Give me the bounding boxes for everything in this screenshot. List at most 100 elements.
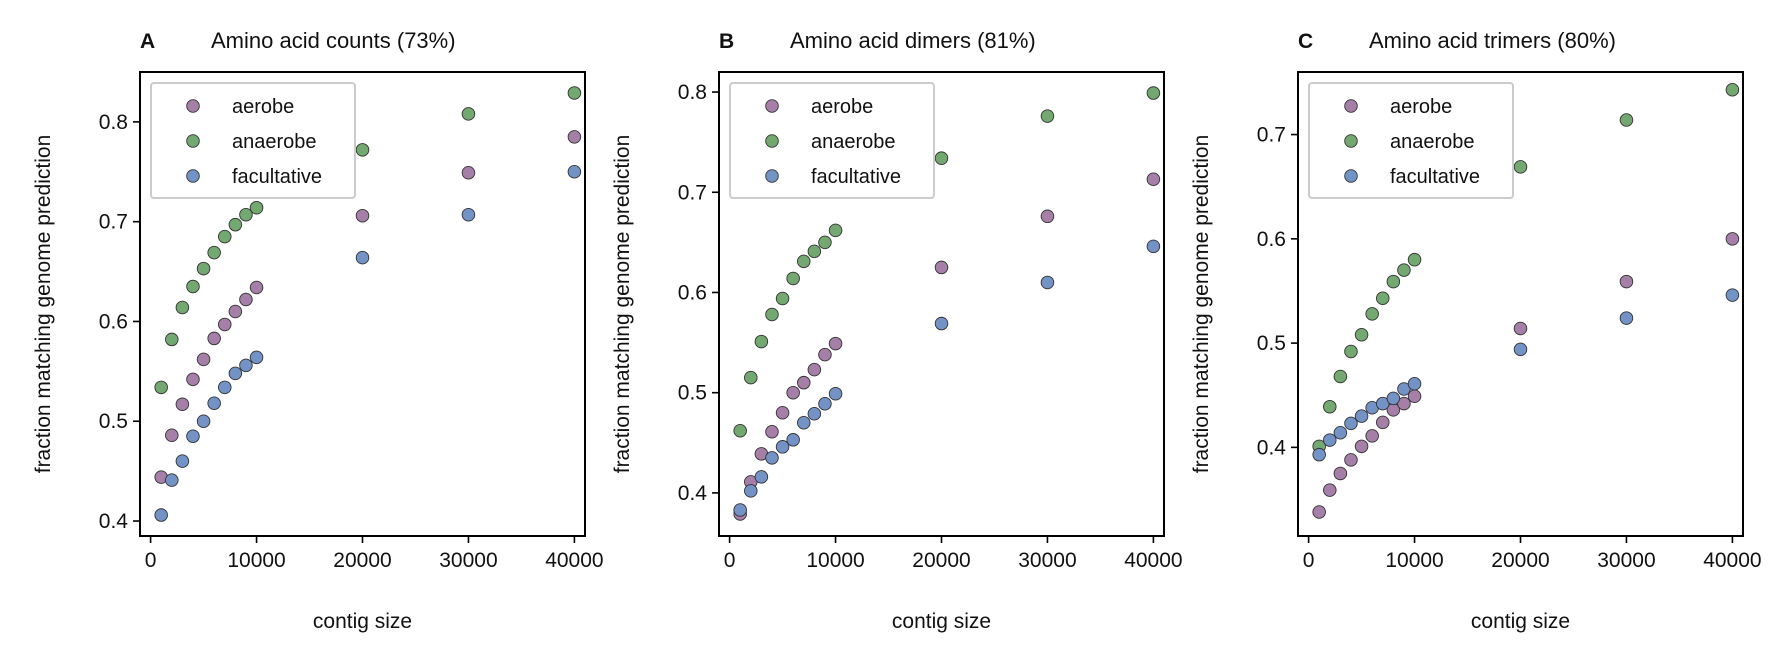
y-tick-label: 0.6 — [678, 281, 707, 304]
data-point-aerobe — [567, 130, 582, 144]
legend-box — [729, 82, 935, 199]
data-point-aerobe — [175, 397, 190, 412]
y-tick-label: 0.7 — [1257, 124, 1286, 147]
data-point-facultative — [461, 207, 476, 222]
panel-letter: C — [1298, 30, 1313, 53]
data-point-facultative — [207, 396, 221, 411]
data-point-anaerobe — [1513, 160, 1528, 174]
data-point-facultative — [744, 484, 758, 498]
legend-marker-anaerobe — [186, 134, 200, 148]
data-point-facultative — [249, 350, 264, 365]
chart-title: Amino acid counts (73%) — [211, 28, 456, 53]
data-point-aerobe — [1333, 466, 1348, 481]
data-point-anaerobe — [733, 424, 747, 438]
data-point-aerobe — [239, 292, 253, 307]
data-point-anaerobe — [1376, 291, 1390, 306]
data-point-facultative — [828, 386, 843, 401]
data-point-facultative — [775, 440, 790, 454]
legend-label-anaerobe: anaerobe — [1390, 131, 1475, 153]
data-point-anaerobe — [1619, 113, 1634, 127]
data-point-facultative — [1354, 409, 1369, 423]
legend-marker-anaerobe — [765, 134, 779, 148]
data-point-facultative — [1333, 426, 1348, 440]
data-point-aerobe — [1725, 232, 1740, 246]
x-axis-label: contig size — [892, 610, 991, 633]
data-point-aerobe — [461, 166, 476, 180]
data-point-aerobe — [1397, 396, 1411, 411]
y-tick-label: 0.5 — [678, 382, 707, 405]
data-point-aerobe — [818, 347, 832, 362]
data-point-anaerobe — [1323, 399, 1337, 414]
legend-label-facultative: facultative — [232, 166, 322, 188]
data-point-aerobe — [828, 336, 843, 351]
legend-label-aerobe: aerobe — [232, 96, 294, 118]
data-point-anaerobe — [355, 143, 370, 157]
legend: aerobe anaerobe facultative — [150, 82, 356, 199]
x-tick-label: 0 — [1303, 549, 1315, 572]
data-point-anaerobe — [175, 300, 190, 315]
data-point-anaerobe — [1386, 274, 1401, 289]
y-tick-label: 0.8 — [678, 81, 707, 104]
data-point-facultative — [355, 250, 370, 265]
data-point-facultative — [165, 473, 179, 487]
data-point-aerobe — [355, 208, 370, 223]
x-tick-label: 20000 — [1491, 549, 1549, 572]
x-tick-label: 20000 — [912, 549, 970, 572]
data-point-aerobe — [1344, 453, 1358, 467]
data-point-anaerobe — [1397, 263, 1411, 277]
data-point-anaerobe — [1725, 82, 1740, 97]
data-point-facultative — [934, 316, 949, 331]
data-point-aerobe — [1376, 415, 1390, 430]
data-point-aerobe — [1513, 321, 1528, 336]
legend-marker-facultative — [186, 169, 200, 183]
data-point-anaerobe — [154, 380, 168, 395]
x-tick-label: 30000 — [439, 549, 497, 572]
data-point-aerobe — [186, 372, 200, 387]
data-point-aerobe — [1146, 172, 1161, 186]
legend-label-facultative: facultative — [811, 166, 901, 188]
data-point-facultative — [786, 433, 800, 447]
data-point-facultative — [797, 416, 811, 430]
data-point-anaerobe — [249, 200, 264, 215]
legend-label-anaerobe: anaerobe — [232, 131, 317, 153]
x-tick-label: 10000 — [227, 549, 285, 572]
data-point-anaerobe — [1407, 252, 1422, 267]
data-point-aerobe — [1365, 429, 1379, 443]
y-tick-label: 0.5 — [99, 410, 128, 433]
x-tick-label: 10000 — [806, 549, 864, 572]
data-point-anaerobe — [775, 291, 790, 306]
data-point-facultative — [1619, 311, 1634, 325]
data-point-facultative — [754, 470, 769, 484]
data-point-facultative — [228, 366, 243, 381]
legend-marker-aerobe — [1344, 99, 1358, 113]
data-point-anaerobe — [567, 86, 582, 100]
legend-marker-anaerobe — [1344, 134, 1358, 148]
legend-box — [1308, 82, 1514, 199]
data-point-facultative — [818, 396, 832, 411]
data-point-aerobe — [786, 385, 800, 400]
data-point-facultative — [1407, 377, 1422, 391]
data-point-facultative — [567, 165, 582, 179]
y-tick-label: 0.7 — [678, 181, 707, 204]
legend-label-aerobe: aerobe — [1390, 96, 1452, 118]
legend-label-facultative: facultative — [1390, 166, 1480, 188]
panel-b: 0 10000 20000 30000 40000 0.4 0.5 0.6 0.7 0.8 cont… — [611, 28, 1183, 633]
x-tick-label: 40000 — [545, 549, 603, 572]
data-point-aerobe — [1619, 274, 1634, 289]
y-axis-label: fraction matching genome prediction — [32, 135, 55, 474]
data-point-aerobe — [228, 304, 243, 319]
y-tick-label: 0.4 — [678, 482, 708, 505]
legend: aerobe anaerobe facultative — [729, 82, 935, 199]
panel-letter: B — [719, 30, 734, 53]
data-point-facultative — [1146, 239, 1161, 254]
chart-title: Amino acid trimers (80%) — [1369, 28, 1616, 53]
y-axis-label: fraction matching genome prediction — [611, 135, 634, 474]
data-point-anaerobe — [1344, 344, 1358, 359]
legend-label-anaerobe: anaerobe — [811, 131, 896, 153]
data-point-anaerobe — [1040, 109, 1055, 123]
legend-marker-aerobe — [765, 99, 779, 113]
data-point-facultative — [1323, 433, 1337, 447]
data-point-aerobe — [1040, 209, 1055, 224]
data-point-facultative — [733, 503, 747, 517]
